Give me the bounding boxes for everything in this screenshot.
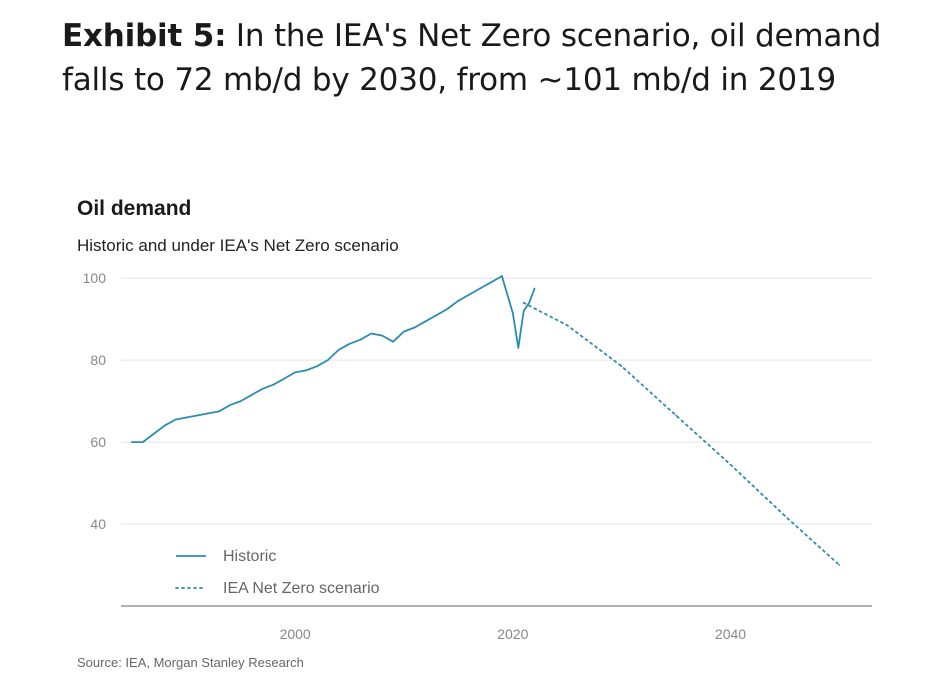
series-line-historic: [131, 275, 536, 444]
y-tick-label: 100: [83, 270, 107, 286]
historic-point: [435, 314, 438, 316]
historic-point: [272, 383, 275, 386]
historic-point: [468, 293, 471, 296]
historic-point: [381, 334, 384, 337]
net-zero-point: [838, 564, 841, 566]
historic-point: [490, 281, 492, 284]
historic-point: [131, 441, 133, 443]
historic-point: [403, 330, 405, 333]
y-tick-label: 40: [90, 516, 106, 532]
legend-label-historic: Historic: [223, 548, 276, 565]
historic-point: [163, 424, 166, 427]
historic-point: [283, 377, 286, 380]
historic-point: [479, 287, 481, 290]
net-zero-point: [729, 463, 732, 466]
historic-point: [522, 310, 525, 312]
historic-point: [414, 326, 416, 329]
net-zero-point: [675, 414, 677, 417]
historic-point: [528, 301, 530, 304]
historic-point: [152, 433, 155, 435]
historic-point: [261, 388, 264, 390]
net-zero-point: [784, 515, 786, 517]
net-zero-point: [620, 365, 623, 368]
historic-point: [359, 338, 362, 341]
historic-point: [517, 347, 520, 349]
historic-point: [239, 400, 242, 402]
historic-point: [316, 365, 318, 368]
historic-point: [229, 404, 231, 407]
exhibit-headline: In the IEA's Net Zero scenario, oil dema…: [62, 18, 882, 98]
historic-point: [185, 416, 188, 419]
historic-point: [533, 287, 536, 290]
historic-point: [446, 308, 449, 310]
x-tick-label: 2040: [715, 626, 746, 642]
net-zero-point: [566, 324, 569, 327]
historic-point: [196, 414, 198, 417]
exhibit-label: Exhibit 5:: [62, 18, 227, 54]
net-zero-point: [522, 301, 525, 304]
historic-point: [218, 410, 220, 413]
historic-point: [457, 299, 460, 302]
oil-demand-chart: 40 60 80 100 2000 2020 2040 Historic IEA Net Zer…: [83, 270, 872, 642]
x-tick-label: 2020: [497, 626, 528, 642]
chart-subtitle: Historic and under IEA's Net Zero scenar…: [77, 236, 399, 255]
historic-point: [207, 412, 209, 415]
historic-point: [250, 394, 253, 396]
y-tick-label: 60: [90, 434, 106, 450]
historic-point: [424, 320, 427, 323]
series-line-net-zero: [522, 301, 841, 566]
historic-point: [337, 349, 340, 351]
historic-point: [348, 342, 351, 345]
historic-point: [326, 359, 329, 361]
legend-label-net-zero: IEA Net Zero scenario: [223, 580, 380, 597]
historic-point: [305, 369, 307, 372]
historic-point: [141, 441, 144, 443]
historic-point: [512, 312, 514, 314]
x-tick-label: 2000: [280, 626, 311, 642]
y-tick-label: 80: [90, 352, 106, 368]
historic-point: [370, 332, 373, 335]
historic-point: [294, 371, 296, 374]
historic-point: [392, 340, 394, 343]
exhibit-title: Exhibit 5: In the IEA's Net Zero scenari…: [62, 14, 902, 102]
chart-title: Oil demand: [77, 197, 192, 220]
historic-point: [174, 418, 177, 421]
source-note: Source: IEA, Morgan Stanley Research: [77, 655, 304, 670]
historic-point: [501, 275, 503, 277]
